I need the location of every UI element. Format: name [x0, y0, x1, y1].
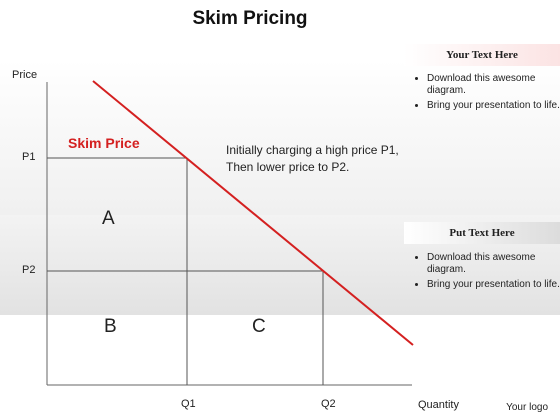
demand-line	[92, 80, 414, 346]
q2-label: Q2	[321, 398, 336, 410]
skim-price-label: Skim Price	[68, 135, 140, 151]
panel-2-heading: Put Text Here	[404, 222, 560, 244]
page-title: Skim Pricing	[192, 8, 308, 29]
p1-label: P1	[22, 151, 36, 163]
annotation-text: Initially charging a high price P1, Then…	[226, 142, 426, 176]
panel-2-bullets: Download this awesome diagram. Bring you…	[412, 252, 560, 294]
region-b-label: B	[104, 316, 117, 337]
x-axis-label: Quantity	[418, 399, 459, 411]
panel-2-bullet: Bring your presentation to life.	[427, 279, 560, 291]
p2-label: P2	[22, 264, 36, 276]
panel-1-heading: Your Text Here	[404, 44, 560, 66]
panel-1-bullet: Download this awesome diagram.	[427, 73, 560, 97]
region-a-label: A	[102, 208, 115, 229]
annotation-line-1: Initially charging a high price P1,	[226, 143, 399, 157]
y-axis-label: Price	[12, 69, 38, 81]
panel-2-bullet: Download this awesome diagram.	[427, 252, 560, 276]
background-gradient-top	[0, 60, 560, 215]
logo-text: Your logo	[506, 402, 548, 413]
annotation-line-2: Then lower price to P2.	[226, 160, 350, 174]
panel-1-bullets: Download this awesome diagram. Bring you…	[412, 73, 560, 115]
region-c-label: C	[252, 316, 266, 337]
q1-label: Q1	[181, 398, 196, 410]
panel-1-bullet: Bring your presentation to life.	[427, 100, 560, 112]
